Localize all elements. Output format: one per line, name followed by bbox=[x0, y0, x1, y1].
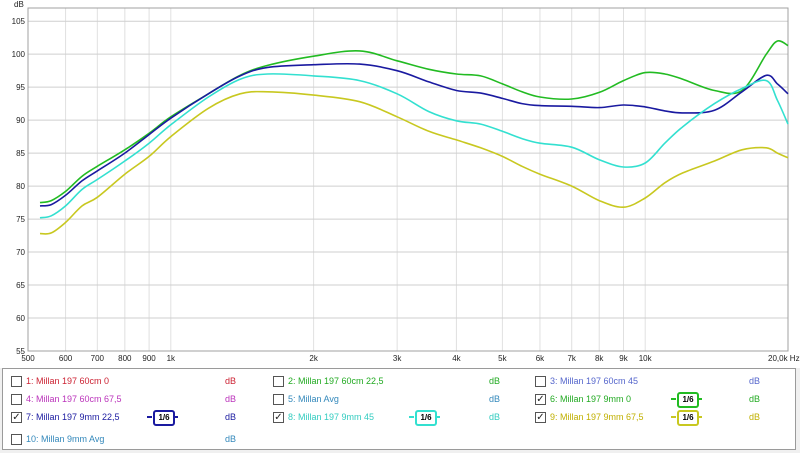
badge-line-left bbox=[671, 398, 676, 400]
legend-checkbox[interactable]: ✓ bbox=[11, 411, 22, 423]
series-line-2 bbox=[39, 62, 789, 207]
y-tick-label: 80 bbox=[16, 182, 25, 191]
legend-unit: dB bbox=[489, 412, 501, 422]
smoothing-label: 1/6 bbox=[153, 410, 175, 426]
legend-checkbox[interactable]: ✓ bbox=[535, 393, 546, 405]
legend-unit: dB bbox=[749, 394, 761, 404]
legend-unit: dB bbox=[225, 412, 237, 422]
plot-frame bbox=[27, 7, 789, 352]
x-tick-label: 800 bbox=[118, 354, 132, 363]
smoothing-badge[interactable]: 1/6 bbox=[671, 392, 702, 408]
x-tick-label: 900 bbox=[142, 354, 156, 363]
smoothing-badge[interactable]: 1/6 bbox=[409, 410, 440, 426]
y-unit-label: dB bbox=[14, 0, 24, 9]
smoothing-label: 1/6 bbox=[677, 392, 699, 408]
x-tick-label: 5k bbox=[498, 354, 507, 363]
x-tick-label: 7k bbox=[567, 354, 576, 363]
series-line-3 bbox=[39, 73, 789, 219]
badge-line-right bbox=[173, 416, 178, 418]
legend-entry[interactable]: 10: Millan 9mm Avg bbox=[11, 431, 104, 447]
legend-label: 1: Millan 197 60cm 0 bbox=[26, 376, 110, 386]
legend-unit: dB bbox=[225, 394, 237, 404]
badge-line-left bbox=[409, 416, 414, 418]
x-tick-label: 8k bbox=[595, 354, 604, 363]
y-tick-label: 95 bbox=[16, 83, 25, 92]
frequency-response-chart[interactable]: 55 60 65 70 75 80 85 90 95 100 105 dB 500 600 700 800 90… bbox=[0, 0, 800, 368]
legend-entry[interactable]: 5: Millan Avg bbox=[273, 391, 339, 407]
legend-entry[interactable]: 3: Millan 197 60cm 45 bbox=[535, 373, 638, 389]
y-tick-label: 55 bbox=[16, 347, 25, 356]
y-tick-label: 65 bbox=[16, 281, 25, 290]
smoothing-badge[interactable]: 1/6 bbox=[147, 410, 178, 426]
x-tick-label: 1k bbox=[167, 354, 176, 363]
smoothing-label: 1/6 bbox=[677, 410, 699, 426]
legend-checkbox[interactable]: ✓ bbox=[535, 411, 546, 423]
x-tick-label: 20,0k Hz bbox=[768, 354, 800, 363]
series-line-4 bbox=[39, 90, 789, 235]
x-tick-label: 10k bbox=[639, 354, 653, 363]
x-tick-label: 4k bbox=[452, 354, 461, 363]
legend-checkbox[interactable] bbox=[11, 433, 22, 445]
legend-label: 3: Millan 197 60cm 45 bbox=[550, 376, 639, 386]
x-tick-label: 3k bbox=[393, 354, 402, 363]
legend-entry[interactable]: ✓ 8: Millan 197 9mm 45 bbox=[273, 409, 374, 425]
legend-unit: dB bbox=[749, 376, 761, 386]
x-tick-label: 500 bbox=[21, 354, 35, 363]
y-tick-label: 105 bbox=[12, 17, 26, 26]
legend-unit: dB bbox=[489, 394, 501, 404]
legend-checkbox[interactable] bbox=[11, 375, 22, 387]
legend-label: 6: Millan 197 9mm 0 bbox=[550, 394, 632, 404]
x-tick-label: 9k bbox=[619, 354, 628, 363]
legend-label: 9: Millan 197 9mm 67,5 bbox=[550, 412, 644, 422]
badge-line-left bbox=[671, 416, 676, 418]
legend-label: 2: Millan 197 60cm 22,5 bbox=[288, 376, 384, 386]
legend-panel: 1: Millan 197 60cm 0 dB 2: Millan 197 60cm… bbox=[2, 368, 796, 450]
y-tick-label: 70 bbox=[16, 248, 25, 257]
legend-label: 4: Millan 197 60cm 67,5 bbox=[26, 394, 122, 404]
legend-unit: dB bbox=[489, 376, 501, 386]
legend-label: 10: Millan 9mm Avg bbox=[26, 434, 105, 444]
legend-unit: dB bbox=[225, 376, 237, 386]
legend-checkbox[interactable] bbox=[273, 375, 284, 387]
x-tick-label: 700 bbox=[91, 354, 105, 363]
badge-line-right bbox=[697, 416, 702, 418]
legend-entry[interactable]: ✓ 7: Millan 197 9mm 22,5 bbox=[11, 409, 120, 425]
legend-checkbox[interactable] bbox=[11, 393, 22, 405]
x-tick-label: 2k bbox=[309, 354, 318, 363]
legend-entry[interactable]: ✓ 6: Millan 197 9mm 0 bbox=[535, 391, 631, 407]
legend-checkbox[interactable] bbox=[273, 393, 284, 405]
y-tick-label: 90 bbox=[16, 116, 25, 125]
y-tick-label: 100 bbox=[12, 50, 26, 59]
legend-label: 5: Millan Avg bbox=[288, 394, 339, 404]
legend-unit: dB bbox=[225, 434, 237, 444]
series-line-1 bbox=[39, 39, 789, 204]
badge-line-right bbox=[697, 398, 702, 400]
y-tick-label: 85 bbox=[16, 149, 25, 158]
legend-label: 8: Millan 197 9mm 45 bbox=[288, 412, 375, 422]
legend-unit: dB bbox=[749, 412, 761, 422]
legend-label: 7: Millan 197 9mm 22,5 bbox=[26, 412, 120, 422]
legend-entry[interactable]: 1: Millan 197 60cm 0 bbox=[11, 373, 109, 389]
legend-entry[interactable]: ✓ 9: Millan 197 9mm 67,5 bbox=[535, 409, 644, 425]
badge-line-right bbox=[435, 416, 440, 418]
badge-line-left bbox=[147, 416, 152, 418]
legend-entry[interactable]: 4: Millan 197 60cm 67,5 bbox=[11, 391, 122, 407]
legend-entry[interactable]: 2: Millan 197 60cm 22,5 bbox=[273, 373, 384, 389]
x-tick-label: 600 bbox=[59, 354, 73, 363]
y-tick-label: 60 bbox=[16, 314, 25, 323]
chart-svg[interactable]: 55 60 65 70 75 80 85 90 95 100 105 dB 500 600 700 800 90… bbox=[0, 0, 800, 368]
x-tick-label: 6k bbox=[536, 354, 545, 363]
legend-checkbox[interactable]: ✓ bbox=[273, 411, 284, 423]
legend-checkbox[interactable] bbox=[535, 375, 546, 387]
y-tick-label: 75 bbox=[16, 215, 25, 224]
smoothing-badge[interactable]: 1/6 bbox=[671, 410, 702, 426]
smoothing-label: 1/6 bbox=[415, 410, 437, 426]
